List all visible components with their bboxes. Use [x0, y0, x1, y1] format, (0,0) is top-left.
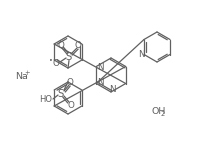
Text: O: O	[75, 41, 81, 50]
Text: O: O	[53, 59, 59, 67]
Text: N: N	[97, 78, 104, 87]
Text: N: N	[138, 50, 144, 59]
Text: S: S	[66, 52, 72, 62]
Text: 2: 2	[161, 111, 165, 117]
Text: OH: OH	[152, 107, 166, 117]
Text: S: S	[58, 89, 64, 99]
Text: O: O	[67, 101, 75, 110]
Text: Na: Na	[15, 71, 28, 81]
Text: N: N	[97, 63, 104, 72]
Text: O: O	[67, 77, 74, 86]
Text: +: +	[24, 70, 29, 76]
Text: N: N	[109, 85, 115, 93]
Text: HO: HO	[40, 96, 53, 105]
Text: O: O	[58, 41, 64, 50]
Text: •: •	[49, 58, 53, 64]
